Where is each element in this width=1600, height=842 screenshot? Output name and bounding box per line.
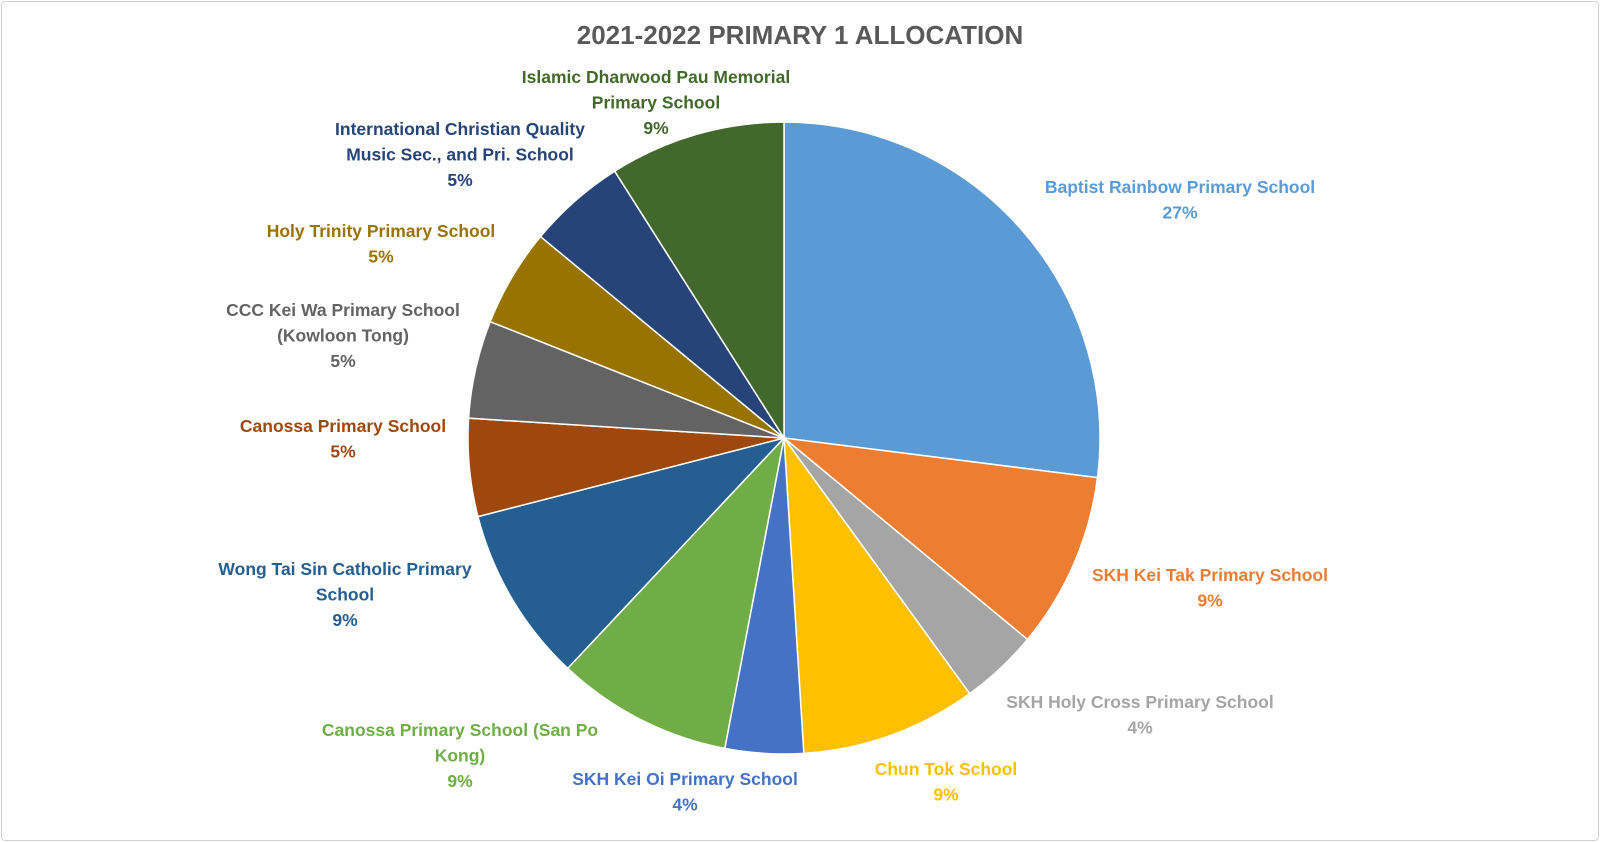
slice-label-text: School	[316, 585, 374, 605]
slice-percent: 9%	[643, 118, 669, 138]
pie-slice	[783, 435, 971, 755]
slice-label: CCC Kei Wa Primary School (Kowloon Tong) 5…	[226, 300, 460, 371]
slice-percent: 5%	[330, 351, 356, 371]
slice-label-text: Baptist Rainbow Primary School	[1045, 177, 1315, 197]
slice-percent: 5%	[330, 442, 356, 462]
pie-slice	[477, 436, 787, 670]
slice-percent: 5%	[368, 247, 394, 267]
slice-label: Baptist Rainbow Primary School 27%	[1045, 177, 1315, 223]
pie-slice	[781, 436, 1099, 641]
slice-label: Canossa Primary School 5%	[240, 416, 446, 462]
slice-percent: 9%	[332, 610, 358, 630]
slice-label: Chun Tok School 9%	[875, 759, 1018, 805]
slice-label: Wong Tai Sin Catholic Primary School 9%	[218, 559, 471, 630]
slice-percent: 4%	[672, 795, 698, 815]
slice-label: Canossa Primary School (San Po Kong) 9%	[322, 720, 598, 791]
slice-label-text: Kong)	[435, 746, 486, 766]
pie-slices	[467, 121, 1101, 755]
slice-label-text: Music Sec., and Pri. School	[346, 145, 574, 165]
slice-percent: 27%	[1162, 203, 1197, 223]
slice-percent: 9%	[1197, 591, 1223, 611]
slice-percent: 5%	[447, 170, 473, 190]
slice-label-text: Canossa Primary School	[240, 416, 446, 436]
slice-label-text: International Christian Quality	[335, 119, 585, 139]
slice-label: SKH Holy Cross Primary School 4%	[1006, 692, 1273, 738]
chart-title: 2021-2022 PRIMARY 1 ALLOCATION	[576, 20, 1024, 50]
slice-label-text: Primary School	[592, 93, 720, 113]
slice-label-text: Canossa Primary School (San Po	[322, 720, 598, 740]
slice-percent: 9%	[933, 785, 959, 805]
pie-slice	[783, 121, 1101, 479]
slice-label: International Christian Quality Music Sec…	[335, 119, 585, 190]
pie-slice	[613, 121, 785, 441]
slice-label-text: Chun Tok School	[875, 759, 1018, 779]
slice-label: Holy Trinity Primary School 5%	[267, 221, 496, 267]
slice-label-text: Wong Tai Sin Catholic Primary	[218, 559, 471, 579]
slice-label: SKH Kei Oi Primary School 4%	[572, 769, 798, 815]
slice-label: Islamic Dharwood Pau Memorial Primary Sch…	[522, 67, 790, 138]
slice-label-text: Holy Trinity Primary School	[267, 221, 496, 241]
pie-labels: Baptist Rainbow Primary School 27% SKH Kei…	[218, 67, 1328, 815]
pie-slice	[566, 435, 786, 750]
slice-label-text: (Kowloon Tong)	[277, 326, 409, 346]
slice-label-text: Islamic Dharwood Pau Memorial	[522, 67, 790, 87]
slice-label-text: SKH Holy Cross Primary School	[1006, 692, 1273, 712]
slice-percent: 9%	[447, 771, 473, 791]
slice-label-text: SKH Kei Oi Primary School	[572, 769, 798, 789]
slice-label-text: CCC Kei Wa Primary School	[226, 300, 460, 320]
slice-label-text: SKH Kei Tak Primary School	[1092, 565, 1328, 585]
slice-percent: 4%	[1127, 718, 1153, 738]
slice-label: SKH Kei Tak Primary School 9%	[1092, 565, 1328, 611]
